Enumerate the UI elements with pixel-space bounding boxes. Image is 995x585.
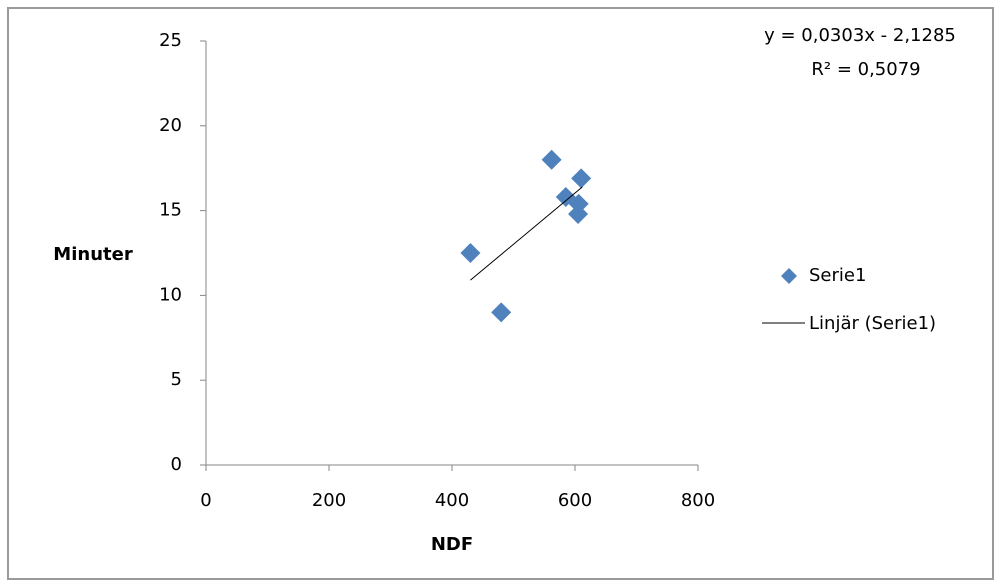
x-tick-label: 200: [312, 490, 346, 511]
chart-frame: [7, 7, 994, 580]
point: [460, 243, 481, 263]
trend-r2: R² = 0,5079: [811, 59, 920, 80]
y-tick-label: 15: [159, 200, 182, 221]
x-tick-label: 400: [435, 490, 469, 511]
point: [568, 203, 589, 224]
legend-marker: [781, 268, 797, 284]
point: [571, 168, 592, 189]
x-tick-label: 600: [558, 490, 592, 511]
x-tick-label: 0: [200, 490, 211, 511]
point: [541, 149, 562, 170]
y-tick-label: 20: [159, 115, 182, 136]
legend-label: Linjär (Serie1): [809, 313, 936, 334]
y-tick-label: 10: [159, 284, 182, 305]
trendline: [470, 186, 583, 281]
y-tick-label: 5: [171, 369, 182, 390]
legend-label: Serie1: [809, 265, 866, 286]
x-tick-label: 800: [681, 490, 715, 511]
y-axis-title: Minuter: [53, 244, 133, 265]
point: [491, 302, 512, 323]
x-axis-title: NDF: [431, 534, 473, 555]
trend-equation: y = 0,0303x - 2,1285: [764, 25, 956, 46]
y-tick-label: 0: [171, 454, 182, 475]
y-tick-label: 25: [159, 30, 182, 51]
